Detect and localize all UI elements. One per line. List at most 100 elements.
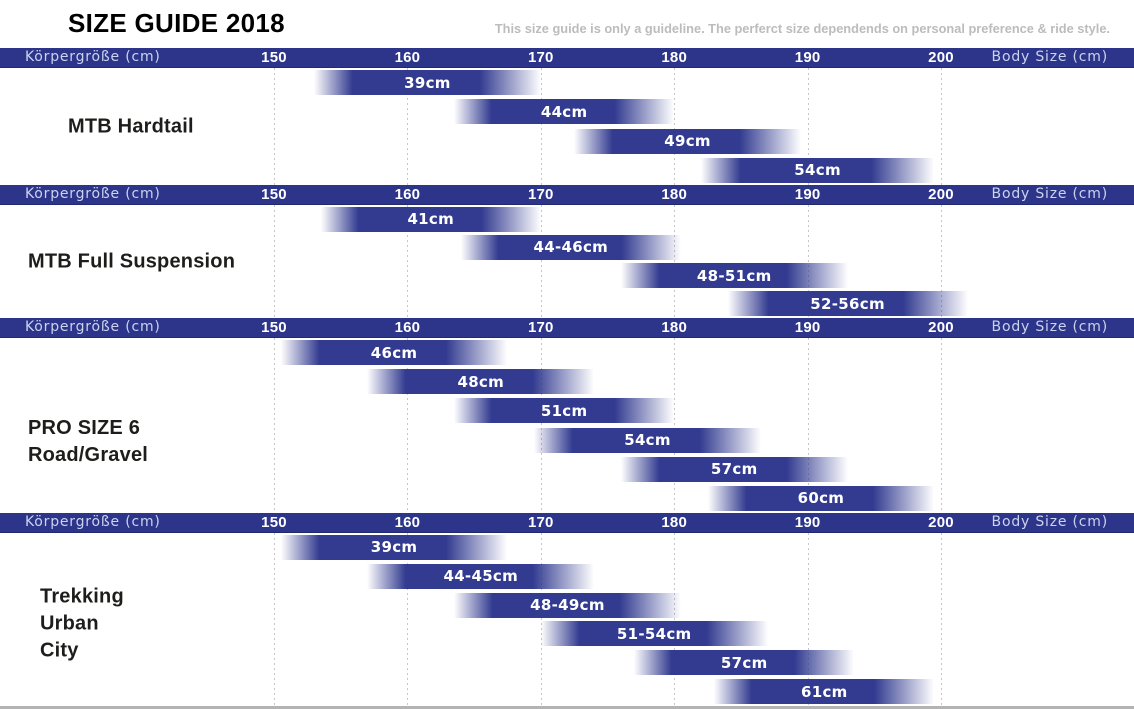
- axis-left-label: Körpergröße (cm): [25, 49, 161, 65]
- size-bar: 44cm: [454, 99, 675, 125]
- axis-tick: 200: [928, 49, 954, 66]
- section-label-line: Urban: [40, 612, 99, 634]
- grid-line: [540, 205, 542, 318]
- section-label: PRO SIZE 6 Road/Gravel: [28, 415, 148, 469]
- grid-line: [407, 68, 409, 185]
- size-bar: 52-56cm: [727, 291, 968, 317]
- size-bar: 44-46cm: [460, 234, 681, 260]
- section-label-line: MTB Hardtail: [68, 115, 194, 137]
- section-chart-2: MTB Full Suspension 41cm 44-46cm 48-51cm 52-…: [0, 205, 1134, 318]
- axis-tick: 150: [261, 514, 287, 531]
- size-bar-label: 44-46cm: [533, 238, 609, 257]
- axis-tick: 180: [661, 514, 688, 531]
- section-label: MTB Hardtail: [68, 113, 194, 140]
- axis-tick: 180: [661, 49, 688, 66]
- grid-line: [407, 338, 409, 513]
- axis-tick: 190: [794, 514, 821, 531]
- grid-line: [941, 338, 942, 513]
- axis-tick: 160: [394, 49, 421, 66]
- size-bar: 61cm: [714, 679, 935, 705]
- size-bar-label: 41cm: [407, 210, 455, 229]
- axis-header-band: Körpergröße (cm) 150 160 170 180 190 200 Body S…: [0, 318, 1134, 338]
- disclaimer-text: This size guide is only a guideline. The…: [494, 21, 1110, 36]
- size-bar: 44-45cm: [367, 563, 595, 589]
- size-bar-label: 48cm: [457, 372, 505, 391]
- grid-line: [674, 533, 676, 706]
- grid-line: [807, 338, 809, 513]
- size-bar-label: 44-45cm: [443, 567, 519, 586]
- size-bar: 41cm: [320, 206, 541, 232]
- bottom-divider: [0, 706, 1134, 709]
- grid-line: [807, 68, 809, 185]
- size-bar: 49cm: [574, 128, 801, 154]
- axis-header-band: Körpergröße (cm) 150 160 170 180 190 200 Body S…: [0, 185, 1134, 205]
- axis-tick: 150: [261, 186, 287, 203]
- size-bar: 51cm: [454, 398, 675, 424]
- size-bar-label: 39cm: [370, 538, 418, 557]
- axis-right-label: Body Size (cm): [991, 186, 1108, 202]
- section-label-line: MTB Full Suspension: [28, 250, 236, 272]
- grid-line: [407, 533, 409, 706]
- grid-line: [807, 533, 809, 706]
- grid-line: [941, 533, 942, 706]
- axis-right-label: Body Size (cm): [991, 49, 1108, 65]
- size-chart: Körpergröße (cm) 150 160 170 180 190 200 Body S…: [0, 48, 1134, 706]
- size-bar: 48-51cm: [620, 263, 848, 289]
- axis-tick: 180: [661, 319, 688, 336]
- axis-tick: 190: [794, 319, 821, 336]
- axis-left-label: Körpergröße (cm): [25, 186, 161, 202]
- grid-line: [674, 68, 676, 185]
- axis-tick: 170: [527, 186, 554, 203]
- section-label: MTB Full Suspension: [28, 248, 235, 275]
- page-title: SIZE GUIDE 2018: [68, 8, 285, 38]
- axis-tick: 170: [527, 49, 554, 66]
- section-chart-3: PRO SIZE 6 Road/Gravel 46cm 48cm 51cm 54cm 57c…: [0, 338, 1134, 513]
- section-chart-4: Trekking Urban City 39cm 44-45cm 48-49cm 51-54…: [0, 533, 1134, 706]
- grid-line: [540, 68, 542, 185]
- size-bar-label: 48-49cm: [530, 596, 605, 615]
- grid-line: [540, 338, 542, 513]
- size-bar-label: 46cm: [370, 343, 418, 362]
- size-bar-label: 54cm: [794, 161, 841, 180]
- size-bar: 46cm: [280, 340, 508, 366]
- grid-line: [941, 205, 942, 318]
- size-bar: 48cm: [367, 369, 595, 395]
- axis-right-label: Body Size (cm): [991, 514, 1108, 530]
- size-bar: 60cm: [707, 485, 935, 511]
- size-bar: 39cm: [280, 534, 508, 560]
- axis-tick: 160: [394, 319, 421, 336]
- axis-tick: 200: [928, 514, 954, 531]
- size-bar: 54cm: [534, 427, 761, 453]
- size-bar: 54cm: [700, 157, 935, 183]
- section-label-line: City: [40, 639, 79, 661]
- size-bar-label: 44cm: [540, 102, 588, 121]
- grid-line: [674, 205, 676, 318]
- axis-tick: 150: [261, 319, 287, 336]
- section-label: Trekking Urban City: [40, 583, 124, 664]
- grid-line: [674, 338, 676, 513]
- top-bar: SIZE GUIDE 2018 This size guide is only …: [0, 0, 1134, 48]
- size-bar-label: 39cm: [404, 73, 451, 92]
- axis-tick: 160: [394, 186, 421, 203]
- grid-line: [274, 533, 275, 706]
- axis-tick: 170: [527, 319, 554, 336]
- size-bar-label: 54cm: [624, 431, 671, 450]
- size-bar-label: 57cm: [720, 653, 768, 672]
- axis-left-label: Körpergröße (cm): [25, 514, 161, 530]
- grid-line: [274, 205, 275, 318]
- size-bar-label: 57cm: [710, 460, 758, 479]
- axis-header-band: Körpergröße (cm) 150 160 170 180 190 200 Body S…: [0, 513, 1134, 533]
- section-label-line: Road/Gravel: [28, 443, 149, 466]
- axis-tick: 200: [928, 319, 954, 336]
- size-bar: 39cm: [314, 70, 541, 96]
- size-bar-label: 49cm: [664, 132, 711, 151]
- size-bar-label: 48-51cm: [696, 266, 772, 285]
- size-bar: 48-49cm: [454, 592, 681, 618]
- section-label-line: PRO SIZE 6: [28, 416, 141, 439]
- axis-tick: 190: [794, 49, 821, 66]
- section-chart-1: MTB Hardtail 39cm 44cm 49cm 54cm: [0, 68, 1134, 185]
- size-bar: 57cm: [620, 456, 848, 482]
- axis-header-band: Körpergröße (cm) 150 160 170 180 190 200 Body S…: [0, 48, 1134, 68]
- size-bar: 57cm: [634, 650, 855, 676]
- section-label-line: Trekking: [40, 585, 124, 607]
